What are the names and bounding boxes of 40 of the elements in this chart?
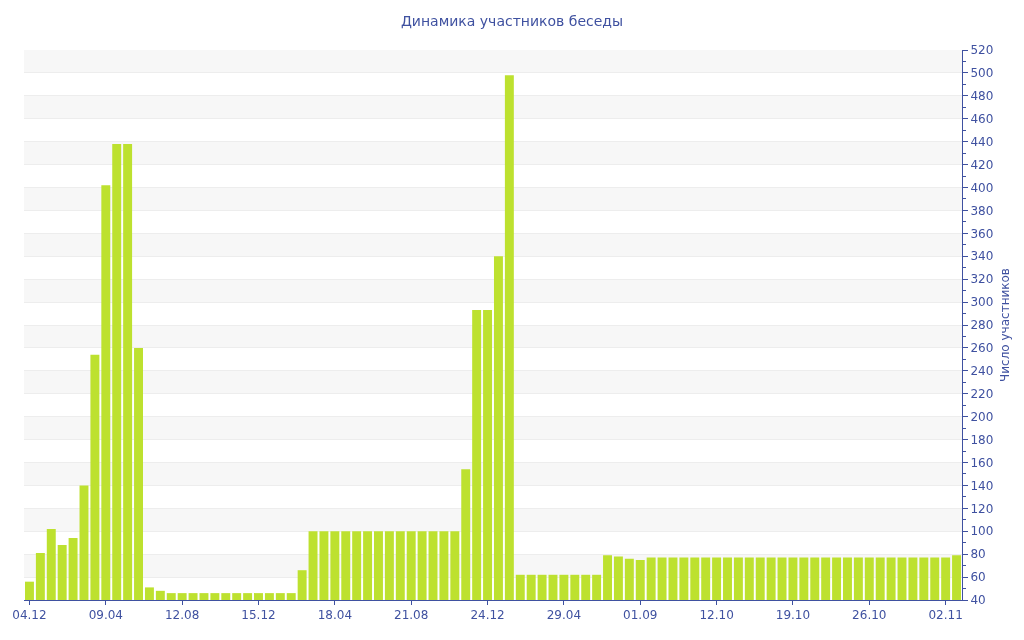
y-tick-label: 400 — [970, 180, 994, 195]
y-tick-label: 520 — [970, 43, 994, 58]
y-tick-label: 440 — [970, 134, 994, 149]
y-tick-label: 260 — [970, 341, 994, 356]
y-tick-label: 80 — [970, 547, 986, 562]
y-tick-label: 500 — [970, 66, 994, 81]
y-tick-label: 360 — [970, 226, 994, 241]
y-tick-label: 220 — [970, 386, 994, 401]
y-tick-label: 320 — [970, 272, 994, 287]
x-tick-label: 24.12 — [470, 608, 505, 623]
y-tick-label: 160 — [970, 455, 994, 470]
x-tick-label: 12.08 — [164, 608, 200, 623]
y-tick-label: 60 — [970, 570, 986, 585]
y-tick-label: 40 — [970, 593, 986, 608]
y-tick-label: 420 — [970, 157, 994, 172]
x-tick-label: 15.12 — [241, 608, 276, 623]
y-tick-label: 480 — [970, 89, 994, 104]
y-tick-label: 340 — [970, 249, 994, 264]
x-tick-label: 04.12 — [12, 608, 47, 623]
x-tick-label: 26.10 — [852, 608, 887, 623]
y-tick-label: 120 — [970, 501, 994, 516]
x-tick-label: 21.08 — [394, 608, 429, 623]
y-tick-label: 300 — [970, 295, 994, 310]
y-tick-label: 180 — [970, 432, 994, 447]
x-tick-label: 18.04 — [317, 608, 353, 623]
x-tick-label: 29.04 — [546, 608, 582, 623]
x-tick-label: 19.10 — [775, 608, 811, 623]
y-tick-label: 100 — [970, 524, 994, 539]
y-tick-label: 140 — [970, 478, 994, 493]
chart-title: Динамика участников беседы — [400, 12, 624, 29]
y-tick-label: 380 — [970, 203, 994, 218]
x-tick-label: 01.09 — [623, 608, 658, 623]
y-tick-label: 240 — [970, 364, 994, 379]
y-tick-label: 280 — [970, 318, 994, 333]
y-tick-label: 200 — [970, 409, 994, 424]
x-tick-label: 02.11 — [928, 608, 963, 623]
x-tick-label: 09.04 — [88, 608, 123, 623]
y-tick-label: 460 — [970, 111, 994, 126]
x-tick-label: 12.10 — [699, 608, 734, 623]
y-axis-title: Число участников — [998, 268, 1013, 382]
